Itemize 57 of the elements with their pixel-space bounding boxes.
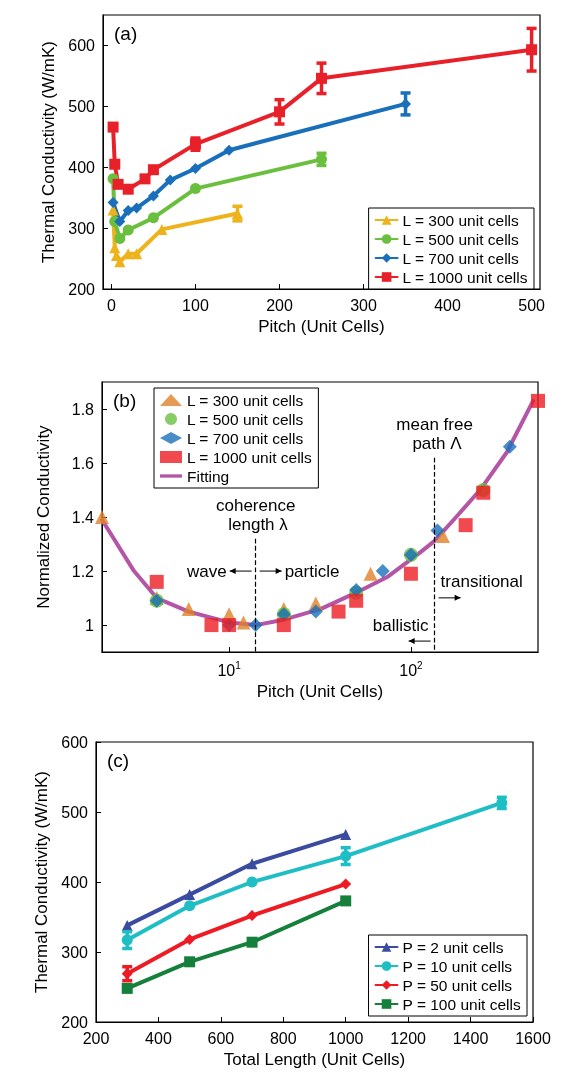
legend-label: L = 700 unit cells	[402, 249, 520, 267]
x-tick-label: 1600	[515, 1029, 551, 1047]
y-tick-label: 600	[68, 36, 96, 54]
x-axis-title: Pitch (Unit Cells)	[258, 317, 385, 336]
y-tick-label: 300	[61, 943, 89, 961]
legend-label: Fitting	[187, 467, 230, 485]
y-tick-label: 600	[61, 733, 89, 751]
y-axis-title: Thermal Conductivity (W/mK)	[39, 41, 58, 264]
legend-label: L = 700 unit cells	[187, 429, 304, 447]
x-tick-label: 500	[518, 296, 546, 314]
ref-line-label: coherence length λ	[215, 495, 296, 534]
y-tick-label: 1	[85, 616, 95, 634]
x-tick-label: 100	[182, 296, 209, 314]
x-axis-title: Pitch (Unit Cells)	[256, 682, 384, 701]
x-tick-label: 0	[106, 296, 116, 314]
legend-label: P = 50 unit cells	[402, 976, 513, 994]
x-tick-label: 200	[266, 296, 293, 314]
x-tick-label: 400	[434, 296, 461, 314]
legend-label: L = 300 unit cells	[402, 211, 520, 229]
ref-line-label: mean free path Λ	[396, 414, 473, 453]
x-tick-label: 1200	[390, 1029, 427, 1047]
y-tick-label: 1.6	[71, 454, 95, 472]
legend-label: L = 1000 unit cells	[187, 448, 313, 466]
annotation: transitional	[440, 572, 523, 592]
y-tick-label: 300	[68, 219, 96, 237]
annotation: ballistic	[372, 615, 430, 635]
x-tick-label: 600	[207, 1029, 235, 1047]
chart-title: (a)	[114, 23, 138, 44]
y-axis-title: Normalized Conductivity	[34, 424, 53, 609]
x-tick-label: 400	[145, 1029, 172, 1047]
y-tick-label: 500	[68, 97, 96, 115]
chart-title: (c)	[107, 750, 130, 771]
y-tick-label: 500	[61, 803, 89, 821]
legend-label: P = 2 unit cells	[402, 938, 504, 956]
y-tick-label: 400	[61, 873, 89, 891]
y-tick-label: 1.2	[71, 562, 95, 580]
annotation: particle	[284, 561, 340, 581]
legend-label: L = 500 unit cells	[402, 230, 520, 248]
annotation: wave	[185, 561, 227, 581]
legend-label: L = 500 unit cells	[187, 410, 304, 428]
y-tick-label: 1.4	[71, 508, 95, 526]
legend-label: P = 100 unit cells	[402, 995, 521, 1013]
y-tick-label: 1.8	[71, 400, 95, 418]
legend-label: L = 300 unit cells	[187, 391, 304, 409]
x-tick-label: 200	[82, 1029, 110, 1047]
x-axis-title: Total Length (Unit Cells)	[223, 1049, 406, 1069]
chart-title: (b)	[113, 390, 137, 411]
y-axis-title: Thermal Conductivity (W/mK)	[32, 771, 51, 993]
legend-label: P = 10 unit cells	[402, 957, 513, 975]
x-tick-label: 800	[269, 1029, 297, 1047]
x-tick-label: 300	[350, 296, 377, 314]
x-tick-label: 1400	[452, 1029, 489, 1047]
legend-label: L = 1000 unit cells	[402, 268, 528, 286]
y-tick-label: 400	[68, 158, 96, 176]
x-tick-label: 1000	[327, 1029, 364, 1047]
y-tick-label: 200	[68, 280, 96, 298]
y-tick-label: 200	[61, 1013, 89, 1031]
